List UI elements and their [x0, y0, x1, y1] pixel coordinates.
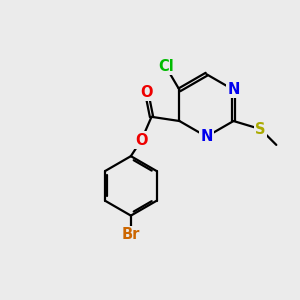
Text: N: N [227, 82, 240, 97]
Text: S: S [255, 122, 266, 136]
Text: O: O [135, 133, 148, 148]
Text: O: O [140, 85, 153, 100]
Text: N: N [200, 129, 213, 144]
Text: Br: Br [122, 227, 140, 242]
Text: Cl: Cl [158, 59, 174, 74]
